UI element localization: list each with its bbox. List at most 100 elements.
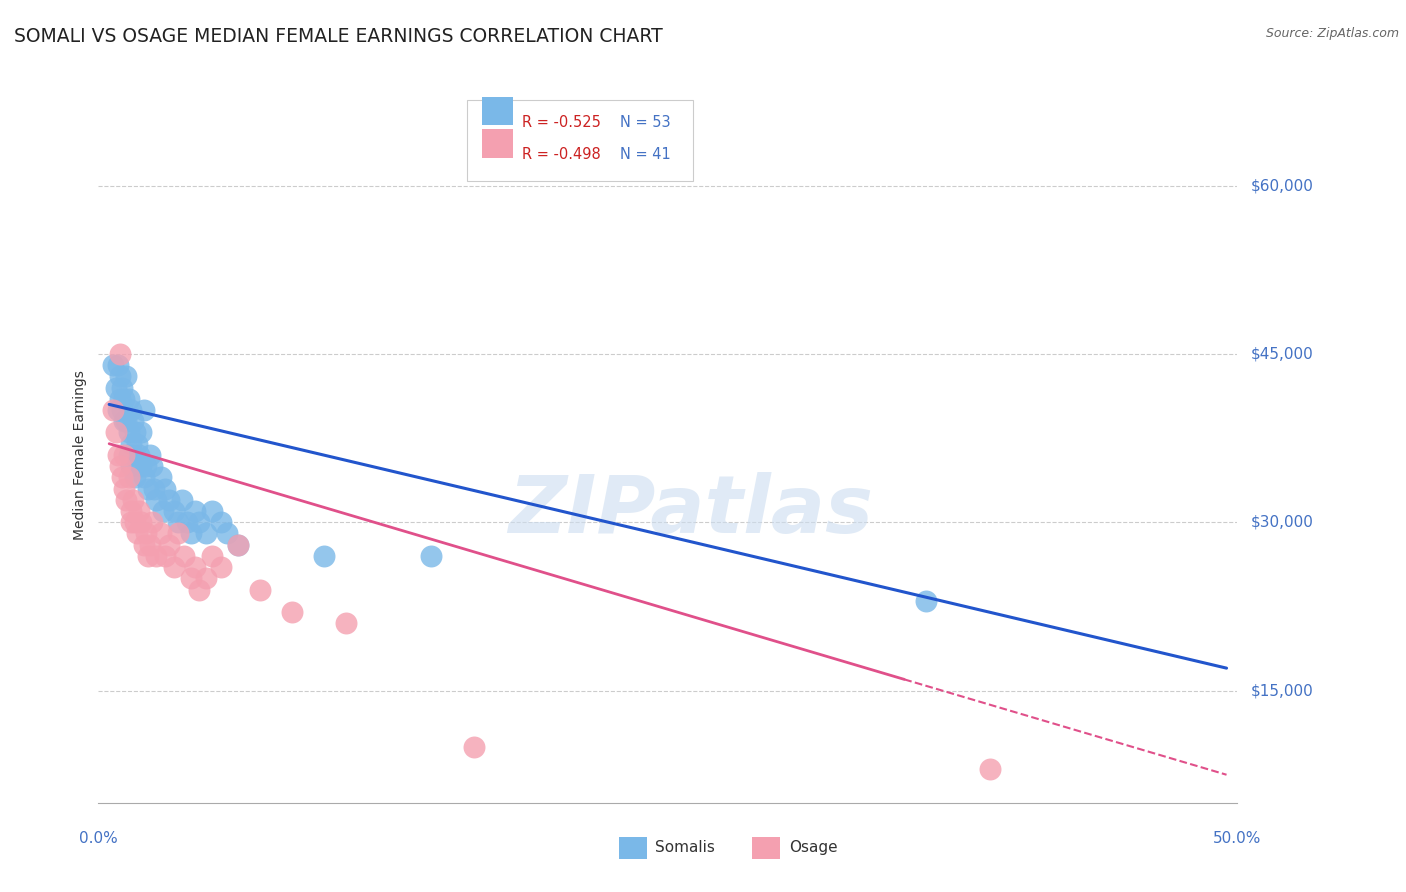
Point [112, 414, 135, 428]
Point [111, 470, 134, 484]
Point [176, 515, 198, 529]
Point [121, 448, 143, 462]
Text: ZIPatlas: ZIPatlas [508, 472, 873, 549]
Point [184, 560, 207, 574]
Point [115, 369, 138, 384]
Point [209, 560, 232, 574]
Point [131, 459, 153, 474]
Point [167, 515, 190, 529]
Point [188, 515, 211, 529]
Point [141, 459, 163, 474]
Point [108, 347, 131, 361]
Point [194, 526, 217, 541]
Text: Source: ZipAtlas.com: Source: ZipAtlas.com [1265, 27, 1399, 40]
Point [103, 358, 125, 372]
Point [120, 436, 142, 450]
Point [209, 515, 232, 529]
Point [226, 538, 249, 552]
Point [124, 515, 146, 529]
Point [188, 582, 211, 597]
Point [115, 492, 138, 507]
Point [108, 392, 131, 406]
Text: N = 53: N = 53 [620, 115, 671, 129]
Point [173, 549, 195, 563]
Point [104, 381, 127, 395]
Point [149, 470, 172, 484]
Text: $45,000: $45,000 [1251, 346, 1315, 361]
Point [132, 403, 155, 417]
Point [979, 762, 1001, 776]
Point [120, 515, 142, 529]
Point [111, 381, 134, 395]
Text: R = -0.498: R = -0.498 [522, 147, 600, 161]
Text: SOMALI VS OSAGE MEDIAN FEMALE EARNINGS CORRELATION CHART: SOMALI VS OSAGE MEDIAN FEMALE EARNINGS C… [14, 27, 662, 45]
Point [162, 504, 184, 518]
Text: Osage: Osage [789, 840, 838, 855]
Text: $60,000: $60,000 [1251, 178, 1315, 193]
Point [167, 526, 190, 541]
Point [120, 459, 142, 474]
Point [136, 482, 159, 496]
Point [139, 538, 162, 552]
Point [312, 549, 335, 563]
Point [135, 459, 157, 474]
Y-axis label: Median Female Earnings: Median Female Earnings [73, 370, 87, 540]
Point [143, 482, 166, 496]
Point [145, 549, 167, 563]
Point [201, 549, 224, 563]
Point [141, 515, 163, 529]
Text: 50.0%: 50.0% [1213, 831, 1261, 846]
Point [152, 504, 174, 518]
Point [117, 392, 139, 406]
Point [157, 538, 180, 552]
Point [226, 538, 249, 552]
Text: Somalis: Somalis [655, 840, 716, 855]
Point [127, 526, 149, 541]
Point [145, 492, 167, 507]
Point [117, 425, 139, 440]
Point [124, 470, 146, 484]
Point [131, 515, 153, 529]
Text: 0.0%: 0.0% [79, 831, 118, 846]
Point [111, 403, 134, 417]
Point [136, 549, 159, 563]
Point [420, 549, 443, 563]
Point [153, 482, 176, 496]
Point [180, 526, 202, 541]
Point [107, 358, 129, 372]
Point [914, 594, 936, 608]
Text: R = -0.525: R = -0.525 [522, 115, 600, 129]
Point [121, 414, 143, 428]
Point [107, 448, 129, 462]
Point [463, 739, 485, 754]
Point [107, 403, 129, 417]
Point [162, 560, 184, 574]
Text: $15,000: $15,000 [1251, 683, 1315, 698]
Point [132, 470, 155, 484]
Point [117, 470, 139, 484]
Point [124, 425, 146, 440]
Point [132, 538, 155, 552]
Point [135, 526, 157, 541]
Point [127, 436, 149, 450]
Point [180, 571, 202, 585]
Point [115, 414, 138, 428]
Point [108, 369, 131, 384]
Point [117, 448, 139, 462]
Point [335, 616, 357, 631]
Point [194, 571, 217, 585]
Point [120, 504, 142, 518]
Point [201, 504, 224, 518]
Text: $30,000: $30,000 [1251, 515, 1315, 530]
Point [112, 448, 135, 462]
Point [217, 526, 239, 541]
Point [120, 403, 142, 417]
Point [112, 392, 135, 406]
Point [121, 492, 143, 507]
Point [149, 526, 172, 541]
Point [184, 504, 207, 518]
Point [103, 403, 125, 417]
Point [112, 482, 135, 496]
Text: N = 41: N = 41 [620, 147, 671, 161]
Point [108, 459, 131, 474]
